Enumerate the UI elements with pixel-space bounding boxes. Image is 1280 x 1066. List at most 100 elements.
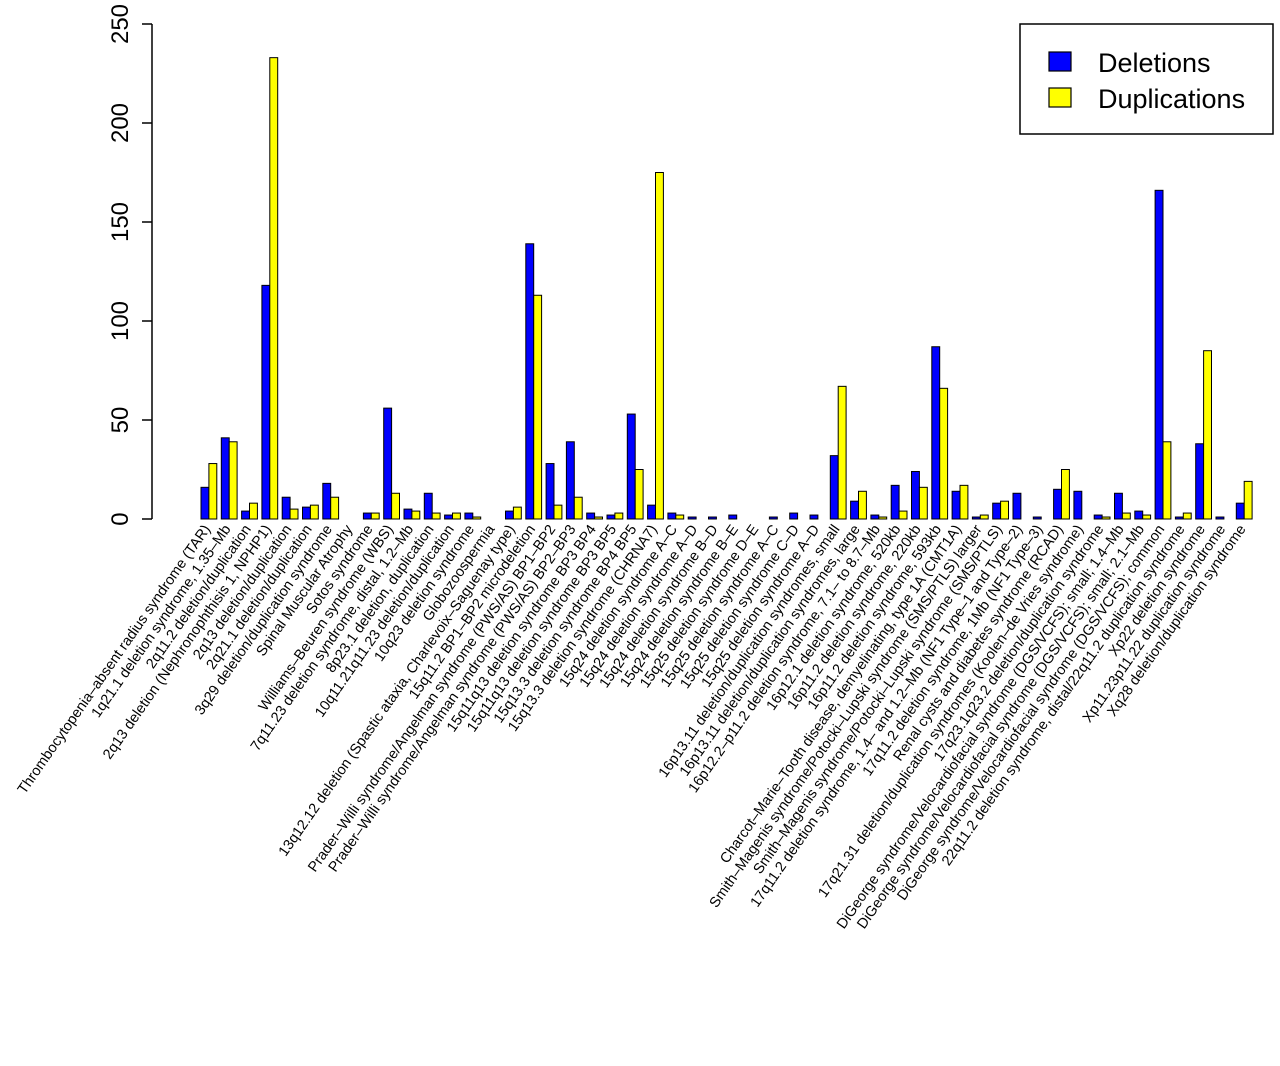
bar-deletions: [809, 514, 819, 520]
bar-duplications: [249, 502, 258, 520]
bar-duplications: [1203, 350, 1212, 520]
bar-deletions: [1032, 516, 1042, 520]
bar-duplications: [452, 512, 461, 520]
bar-deletions: [1195, 443, 1205, 520]
bar-deletions: [444, 514, 454, 520]
bar-deletions: [1053, 488, 1062, 520]
bar-deletions: [1215, 516, 1225, 520]
bar-deletions: [586, 512, 596, 520]
bar-deletions: [362, 512, 372, 520]
bar-duplications: [1000, 500, 1009, 520]
legend-label-duplications: Duplications: [1098, 84, 1245, 114]
bar-deletions: [525, 243, 535, 520]
x-axis-labels: Thrombocytopenia–absent radius syndrome …: [15, 521, 1250, 932]
bar-duplications: [533, 294, 543, 520]
bar-deletions: [220, 437, 230, 520]
bar-duplications: [675, 514, 685, 520]
bar-duplications: [837, 385, 847, 520]
y-tick-label: 100: [107, 301, 134, 341]
bar-deletions: [789, 512, 799, 520]
bar-deletions: [606, 514, 616, 520]
bar-deletions: [1134, 510, 1144, 520]
bar-deletions: [1174, 516, 1184, 520]
bar-duplications: [979, 514, 989, 520]
bar-duplications: [391, 492, 401, 520]
y-tick-label: 50: [107, 407, 134, 434]
bar-duplications: [878, 516, 888, 520]
bar-duplications: [1182, 512, 1192, 520]
bar-deletions: [1073, 490, 1083, 520]
bar-deletions: [281, 496, 291, 520]
bar-deletions: [464, 512, 474, 520]
bar-duplications: [918, 486, 928, 520]
bar-deletions: [1114, 492, 1123, 520]
bar-duplications: [330, 496, 340, 520]
bar-deletions: [545, 463, 555, 520]
bar-deletions: [1093, 514, 1103, 520]
bar-duplications: [289, 508, 299, 520]
y-tick-label: 250: [107, 4, 134, 44]
legend-swatch-duplications: [1048, 87, 1072, 108]
bar-deletions: [261, 284, 271, 520]
bar-duplications: [898, 510, 908, 520]
bar-deletions: [302, 506, 311, 520]
bar-duplications: [431, 512, 441, 520]
bar-deletions: [647, 504, 656, 520]
bar-deletions: [708, 516, 717, 520]
bar-deletions: [200, 486, 210, 520]
bar-deletions: [1012, 492, 1022, 520]
y-tick-label: 150: [107, 202, 134, 242]
bar-deletions: [383, 407, 393, 520]
legend: Deletions Duplications: [1019, 23, 1274, 135]
bar-deletions: [931, 346, 941, 520]
bar-duplications: [959, 484, 969, 520]
bar-deletions: [403, 508, 413, 520]
bar-deletions: [992, 502, 1002, 520]
bar-duplications: [228, 441, 238, 520]
bar-duplications: [614, 512, 624, 520]
bar-deletions: [687, 516, 697, 520]
bar-duplications: [269, 57, 279, 520]
legend-swatch-deletions: [1048, 51, 1072, 72]
bar-deletions: [728, 514, 738, 520]
bar-deletions: [870, 514, 880, 520]
bar-duplications: [553, 504, 563, 520]
bar-deletions: [667, 512, 677, 520]
y-axis: 0 50 100 150 200 250: [107, 4, 153, 526]
y-tick-label: 200: [107, 103, 134, 143]
bar-deletions: [241, 510, 251, 520]
bar-deletions: [423, 492, 433, 520]
bar-deletions: [768, 516, 778, 520]
bar-duplications: [1101, 516, 1111, 520]
bar-deletions: [890, 484, 900, 520]
bar-deletions: [565, 441, 575, 520]
bar-duplications: [512, 506, 522, 520]
bar-duplications: [370, 512, 380, 520]
legend-box: [1019, 23, 1274, 135]
bar-duplications: [309, 504, 319, 520]
bar-duplications: [594, 516, 603, 520]
bar-duplications: [411, 510, 421, 520]
bar-deletions: [911, 470, 920, 520]
y-tick-label: 0: [107, 512, 134, 525]
bar-deletions: [971, 516, 981, 520]
bar-duplications: [634, 469, 644, 520]
bar-deletions: [850, 500, 859, 520]
bar-duplications: [1243, 480, 1253, 520]
bar-deletions: [322, 482, 332, 520]
bar-duplications: [1142, 514, 1152, 520]
bar-deletions: [626, 413, 636, 520]
bar-duplications: [472, 516, 482, 520]
bar-deletions: [505, 510, 514, 520]
bar-deletions: [951, 490, 961, 520]
bar-duplications: [1162, 441, 1172, 520]
bar-duplications: [655, 172, 664, 520]
bar-deletions: [1154, 189, 1164, 520]
bar-duplications: [858, 490, 867, 520]
bar-duplications: [208, 463, 218, 520]
bar-duplications: [1061, 469, 1070, 520]
bar-duplications: [1121, 512, 1131, 520]
bar-deletions: [829, 455, 839, 520]
bars: [200, 57, 1253, 520]
